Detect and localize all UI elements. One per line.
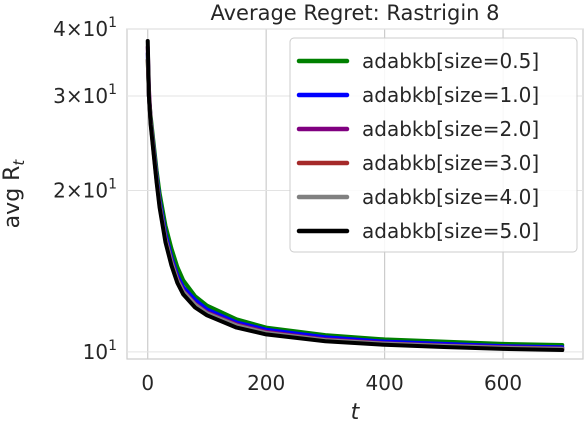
y-tick-label: 2×101	[53, 176, 117, 202]
x-tick-label: 0	[141, 371, 154, 395]
y-axis-title-main: avg R	[0, 166, 25, 229]
legend-label: adabkb[size=3.0]	[362, 151, 539, 175]
y-tick-label: 101	[83, 338, 117, 364]
series-lines	[145, 38, 565, 353]
x-axis-title: t	[351, 400, 361, 425]
x-tick-label: 600	[484, 371, 522, 395]
legend-label: adabkb[size=5.0]	[362, 219, 539, 243]
legend-label: adabkb[size=2.0]	[362, 117, 539, 141]
x-tick-label: 400	[366, 371, 404, 395]
series-line-adabkb-size-5-0	[145, 38, 565, 353]
legend-frame	[289, 37, 578, 253]
y-axis-title-subscript: t	[10, 159, 28, 166]
legend-label: adabkb[size=1.0]	[362, 83, 539, 107]
y-axis-title: avg Rt	[0, 159, 28, 229]
tick-labels: 0 200 400 600 101 2×101 3×101 4×101	[53, 15, 522, 395]
legend-label: adabkb[size=0.5]	[362, 49, 539, 73]
y-tick-label: 3×101	[53, 82, 117, 108]
legend: adabkb[size=0.5] adabkb[size=1.0] adabkb[s…	[289, 37, 578, 253]
chart-title: Average Regret: Rastrigin 8	[210, 1, 499, 25]
y-tick-label: 4×101	[53, 15, 117, 41]
legend-label: adabkb[size=4.0]	[362, 185, 539, 209]
legend-entries: adabkb[size=0.5] adabkb[size=1.0] adabkb[s…	[296, 49, 539, 243]
x-tick-label: 200	[247, 371, 285, 395]
